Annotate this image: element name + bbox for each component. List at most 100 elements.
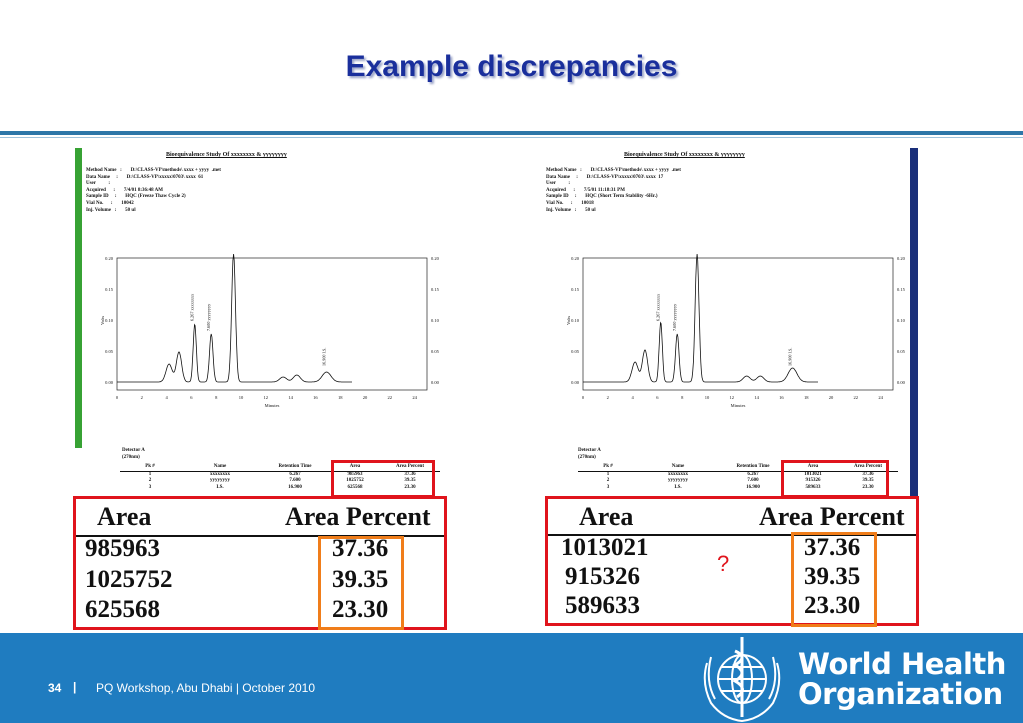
chromatogram-trace	[117, 253, 352, 383]
table-cell: yyyyyyyy	[668, 478, 688, 483]
organization-name: World Health Organization	[798, 649, 1006, 709]
x-tick-label: 8	[215, 395, 218, 400]
table-cell: 16.900	[746, 484, 760, 490]
table-cell: 1	[148, 471, 152, 477]
x-tick-label: 6	[656, 395, 659, 400]
table-cell: 985963	[347, 471, 363, 477]
table-cell: 2	[148, 478, 152, 483]
x-tick-label: 20	[363, 395, 368, 400]
peak-label: 6.267 xxxxxxxx	[190, 293, 195, 321]
x-axis-label: Minutes	[265, 403, 280, 408]
table-cell: 2	[606, 478, 610, 483]
x-tick-label: 2	[141, 395, 143, 400]
x-tick-label: 2	[607, 395, 609, 400]
table-cell: Pk #	[603, 464, 613, 469]
table-row: 3 I.S. 16.900 625568 23.30	[120, 485, 440, 492]
left-zoom-red-frame	[73, 496, 447, 630]
table-cell: 589633	[805, 484, 821, 490]
title-divider	[0, 131, 1023, 135]
header-rule	[75, 535, 446, 537]
table-row: 1 xxxxxxxx 6.267 985963 37.36	[120, 472, 440, 479]
y-tick-label-right: 0.05	[897, 349, 906, 354]
table-cell: I.S.	[674, 484, 682, 490]
table-cell: 6.267	[289, 471, 301, 477]
table-row: 3 I.S. 16.900 589633 23.30	[578, 485, 898, 492]
report-title: Bioequivalence Study Of xxxxxxxx & yyyyy…	[624, 152, 745, 158]
x-tick-label: 20	[829, 395, 834, 400]
table-row: 2 yyyyyyyy 7.600 915326 39.35	[578, 478, 898, 485]
footer-text: PQ Workshop, Abu Dhabi | October 2010	[96, 681, 316, 695]
table-cell: 37.36	[862, 471, 874, 477]
table-cell: 3	[606, 484, 610, 490]
peak-label: 6.267 xxxxxxxx	[656, 293, 661, 321]
percent-value: 39.35	[332, 566, 389, 593]
report-title: Bioequivalence Study Of xxxxxxxx & yyyyy…	[166, 152, 287, 158]
area-percent-header: Area Percent	[759, 502, 905, 531]
area-percent-header: Area Percent	[285, 502, 431, 531]
y-tick-label: 0.00	[571, 380, 580, 385]
table-cell: Name	[671, 464, 685, 469]
table-cell: 39.35	[862, 478, 874, 483]
x-tick-label: 24	[878, 395, 883, 400]
organization-name-line2: Organization	[798, 677, 1003, 711]
table-cell: 7.600	[289, 478, 301, 483]
right-doc-edge-bar	[910, 148, 918, 503]
peak-table-small: Pk # Name Retention Time Area Area Percent 1 x…	[578, 464, 898, 491]
left-percent-highlight	[318, 536, 404, 630]
y-tick-label-right: 0.10	[897, 318, 906, 323]
y-tick-label-right: 0.15	[431, 287, 440, 292]
x-tick-label: 10	[705, 395, 710, 400]
table-row: 2 yyyyyyyy 7.600 1025752 39.35	[120, 478, 440, 485]
who-emblem-icon	[703, 637, 781, 723]
chromatogram-left: 0.00 0.00 0.05 0.05 0.10 0.10 0.15 0.15 0.20 0.20…	[100, 253, 440, 408]
y-tick-label-right: 0.20	[431, 256, 440, 261]
x-tick-label: 0	[116, 395, 119, 400]
right-percent-highlight	[791, 532, 877, 627]
x-tick-label: 14	[754, 395, 759, 400]
x-tick-label: 18	[804, 395, 809, 400]
x-tick-label: 22	[854, 395, 859, 400]
area-header: Area	[97, 502, 152, 531]
left-doc-edge-bar	[75, 148, 82, 448]
x-tick-label: 16	[313, 395, 318, 400]
peak-label: 16.900 I.S.	[322, 348, 327, 366]
x-tick-label: 4	[165, 395, 168, 400]
right-zoom-red-frame	[545, 496, 919, 626]
x-axis-label: Minutes	[731, 403, 746, 408]
area-value: 1013021	[561, 534, 649, 561]
table-cell: 1013021	[804, 471, 822, 477]
peak-label: 16.900 I.S.	[788, 348, 793, 366]
detector-label: Detector A (270nm)	[122, 448, 145, 460]
y-tick-label: 0.15	[105, 287, 114, 292]
x-tick-label: 10	[239, 395, 244, 400]
small-area-highlight	[331, 460, 435, 498]
area-header: Area	[579, 502, 634, 531]
table-cell: Area Percent	[396, 464, 424, 469]
table-cell: 6.267	[747, 471, 759, 477]
table-cell: 39.35	[404, 478, 416, 483]
small-area-highlight	[781, 460, 889, 498]
right-area-zoom: Area Area Percent 1013021 915326 589633 …	[547, 497, 917, 624]
footer-bar: 34 | PQ Workshop, Abu Dhabi | October 20…	[0, 633, 1023, 723]
x-tick-label: 8	[681, 395, 684, 400]
table-cell: 915326	[805, 478, 821, 483]
y-tick-label: 0.10	[105, 318, 114, 323]
table-cell: 23.30	[404, 484, 416, 490]
y-axis-label: Volts	[100, 316, 105, 325]
x-tick-label: 14	[288, 395, 293, 400]
x-tick-label: 4	[631, 395, 634, 400]
area-value: 589633	[565, 592, 640, 619]
y-tick-label-right: 0.00	[431, 380, 440, 385]
chromatogram-trace	[583, 253, 818, 383]
y-tick-label: 0.00	[105, 380, 114, 385]
y-tick-label: 0.20	[571, 256, 580, 261]
x-tick-label: 24	[412, 395, 417, 400]
area-value: 985963	[85, 535, 160, 562]
report-metadata: Method Name : D:\CLASS-VP\methods\ xxxx …	[546, 168, 681, 213]
area-value: 1025752	[85, 566, 173, 593]
percent-value: 23.30	[804, 592, 861, 619]
x-tick-label: 18	[338, 395, 343, 400]
x-tick-label: 16	[779, 395, 784, 400]
plot-frame	[116, 257, 428, 391]
left-area-zoom: Area Area Percent 985963 1025752 625568 …	[75, 497, 446, 630]
